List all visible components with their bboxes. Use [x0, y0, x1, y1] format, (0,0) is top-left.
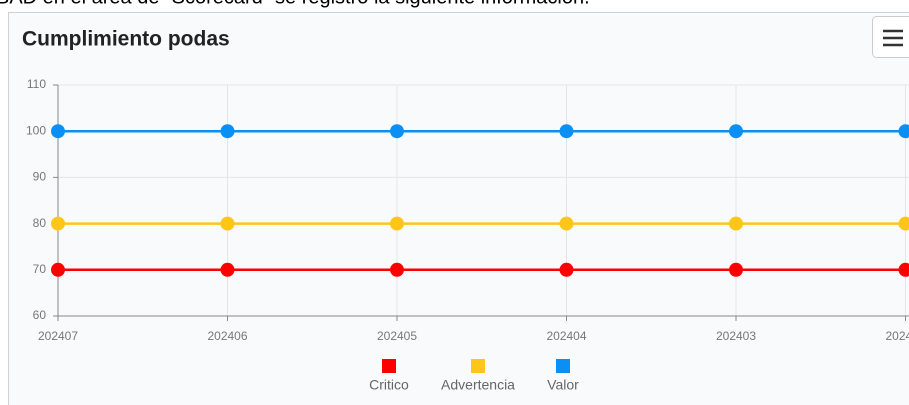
point — [898, 262, 909, 277]
point — [898, 216, 909, 231]
x-tick-label: 202405 — [377, 329, 417, 343]
x-tick-label: 202406 — [207, 329, 247, 343]
point — [220, 262, 235, 277]
legend-swatch — [471, 359, 485, 373]
point — [51, 262, 65, 277]
y-tick-label: 70 — [33, 262, 47, 276]
legend-swatch — [556, 359, 570, 373]
point — [390, 124, 404, 139]
legend-label: Advertencia — [441, 377, 515, 393]
caption: BAD en el área de “Scorecard” se registr… — [0, 0, 590, 8]
point — [390, 216, 404, 231]
x-tick-label: 202407 — [38, 329, 78, 343]
y-tick-label: 80 — [33, 216, 47, 230]
point — [559, 216, 574, 231]
y-tick-label: 110 — [27, 77, 46, 91]
y-tick-label: 100 — [26, 123, 46, 137]
menu-icon[interactable] — [883, 29, 903, 47]
point — [51, 216, 65, 231]
x-tick-label: 202404 — [546, 329, 586, 343]
point — [729, 216, 743, 231]
legend-label: Critico — [369, 377, 409, 393]
chart-panel — [8, 12, 909, 405]
point — [729, 124, 743, 139]
legend-label: Valor — [547, 377, 579, 393]
point — [729, 262, 743, 277]
point — [559, 124, 574, 139]
x-tick-label: 202402 — [885, 329, 909, 343]
point — [559, 262, 574, 277]
point — [220, 124, 235, 139]
chart-title: Cumplimiento podas — [22, 28, 230, 51]
point — [898, 124, 909, 139]
y-tick-label: 60 — [33, 308, 47, 322]
menu-button[interactable] — [872, 16, 909, 58]
y-tick-label: 90 — [33, 170, 47, 184]
legend-swatch — [382, 359, 396, 373]
point — [51, 124, 65, 139]
point — [220, 216, 235, 231]
point — [390, 262, 404, 277]
x-tick-label: 202403 — [716, 329, 756, 343]
